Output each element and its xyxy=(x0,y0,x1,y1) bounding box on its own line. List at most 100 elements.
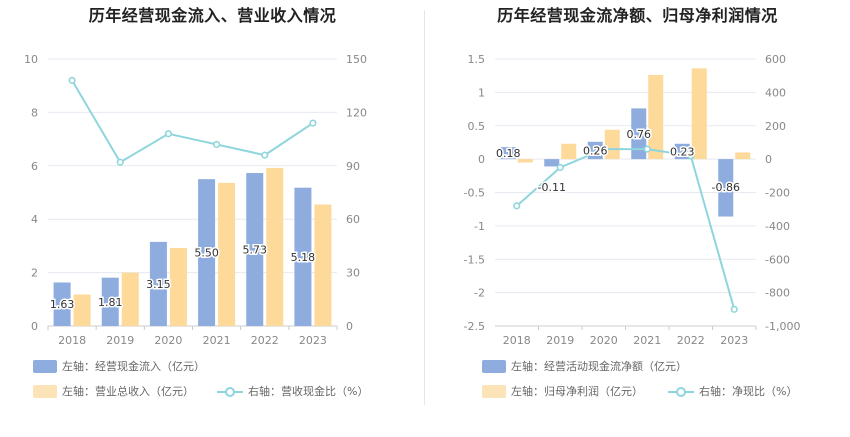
data-label-halo: -0.11 xyxy=(538,181,566,194)
legend-swatch-blue xyxy=(33,359,57,373)
panel-divider xyxy=(424,10,425,405)
x-tick-label: 2021 xyxy=(633,334,661,347)
line-point xyxy=(309,119,317,127)
legend-line-icon xyxy=(668,385,694,398)
legend-item-cash-inflow[interactable]: 左轴：经营现金流入（亿元） xyxy=(33,358,205,374)
data-label-halo: 5.50 xyxy=(194,247,219,260)
data-label-halo: 5.18 xyxy=(291,251,316,264)
legend-item-net-profit[interactable]: 左轴：归母净利润（亿元） xyxy=(482,383,643,399)
legend-item-net-cashflow[interactable]: 左轴：经营活动现金流净额（亿元） xyxy=(482,358,687,374)
data-label: 0.76 xyxy=(627,128,652,141)
y-right-tick-label: 30 xyxy=(346,267,360,280)
y-left-tick-label: 2 xyxy=(31,267,38,280)
data-label: 1.81 xyxy=(98,296,123,309)
cash-inflow-revenue-chart: 0 2 4 6 8 10 0 30 60 90 120 150 2018 2019 2020 2021 2022… xyxy=(24,53,367,347)
x-tick-label: 2019 xyxy=(546,334,574,347)
x-tick-label: 2022 xyxy=(251,334,279,347)
data-label: 3.15 xyxy=(146,278,171,291)
y-right-tick-label: 0 xyxy=(765,153,772,166)
y-left-tick-label: 1.5 xyxy=(468,53,486,66)
chart-title: 历年经营现金流净额、归母净利润情况 xyxy=(497,6,778,25)
bar-series-1 xyxy=(149,241,167,326)
bar-series-2 xyxy=(735,152,751,160)
data-label: 0.26 xyxy=(583,144,608,157)
bar-series-1 xyxy=(544,159,560,167)
line-point xyxy=(513,202,521,210)
line-point xyxy=(600,145,608,153)
data-label-halo: 1.81 xyxy=(98,296,123,309)
line-point xyxy=(68,76,76,84)
legend-item-net-cash-ratio[interactable]: 右轴：净现比（%） xyxy=(668,383,797,399)
bar-series-1 xyxy=(500,147,516,160)
data-label: 5.18 xyxy=(291,251,316,264)
bar-series-2 xyxy=(169,248,187,326)
net-cashflow-profit-chart: -2.5 -2 -1.5 -1 -0.5 0 0.5 1 1.5 -1,000 -800 -600 -4… xyxy=(464,53,801,347)
legend-swatch-blue xyxy=(482,359,506,373)
legend-label: 左轴：经营活动现金流净额（亿元） xyxy=(511,360,687,373)
data-label: 0.23 xyxy=(670,145,695,158)
y-right-tick-label: -600 xyxy=(765,253,790,266)
y-right-tick-label: 150 xyxy=(346,53,367,66)
y-left-tick-label: 1 xyxy=(478,86,485,99)
y-left-tick-label: 6 xyxy=(31,160,38,173)
y-left-tick-label: 10 xyxy=(24,53,38,66)
y-left-tick-label: -1 xyxy=(474,220,485,233)
line-point xyxy=(687,152,695,160)
line-point xyxy=(164,130,173,138)
legend-line-icon xyxy=(217,385,243,398)
bar-series-2 xyxy=(121,272,139,326)
line-series xyxy=(516,148,736,310)
x-tick-label: 2019 xyxy=(106,334,134,347)
data-label: 5.73 xyxy=(243,244,268,257)
data-label-halo: 0.76 xyxy=(627,128,652,141)
data-label-halo: 0.23 xyxy=(670,145,695,158)
bar-series-1 xyxy=(53,282,71,326)
bar-series-2 xyxy=(604,129,620,160)
bar-series-2 xyxy=(691,68,707,160)
data-label-halo: 0.26 xyxy=(583,144,608,157)
data-label-halo: 1.63 xyxy=(50,298,75,311)
y-left-tick-label: 8 xyxy=(31,106,38,119)
line-point xyxy=(212,140,221,149)
x-tick-label: 2018 xyxy=(58,334,86,347)
y-left-tick-label: 4 xyxy=(31,213,38,226)
line-point xyxy=(261,151,269,159)
line-point xyxy=(556,163,564,172)
line-point xyxy=(116,158,124,166)
bar-series-2 xyxy=(517,159,533,163)
legend-label: 左轴：营业总收入（亿元） xyxy=(62,385,194,398)
bar-series-1 xyxy=(198,179,216,326)
y-right-tick-label: 120 xyxy=(346,106,367,119)
line-point xyxy=(643,145,651,153)
legend-label: 左轴：归母净利润（亿元） xyxy=(511,385,643,398)
legend-item-revenue[interactable]: 左轴：营业总收入（亿元） xyxy=(33,383,194,399)
bar-series-1 xyxy=(101,277,119,326)
y-right-tick-label: -400 xyxy=(765,220,790,233)
bar-series-2 xyxy=(266,167,284,326)
bar-series-1 xyxy=(718,159,734,217)
legend-label: 右轴：净现比（%） xyxy=(699,385,798,398)
y-right-tick-label: 0 xyxy=(346,320,353,333)
net-cashflow-profit-panel: 历年经营现金流净额、归母净利润情况 -2.5 -2 -1.5 -1 -0.5 0 0.5 1 1… xyxy=(425,0,850,437)
y-right-tick-label: 400 xyxy=(765,86,786,99)
cash-inflow-revenue-panel: 历年经营现金流入、营业收入情况 0 2 4 6 8 10 0 30 60 90 120 150 2018… xyxy=(24,6,368,399)
bar-series-2 xyxy=(73,294,91,326)
x-tick-label: 2022 xyxy=(677,334,705,347)
y-right-tick-label: -200 xyxy=(765,187,790,200)
legend-item-cash-ratio[interactable]: 右轴：营收现金比（%） xyxy=(217,383,368,399)
y-right-tick-label: 600 xyxy=(765,53,786,66)
legend-label: 右轴：营收现金比（%） xyxy=(248,385,369,398)
line-series xyxy=(71,79,314,164)
data-label: 1.63 xyxy=(50,298,75,311)
y-right-tick-label: 60 xyxy=(346,213,360,226)
y-left-tick-label: -2 xyxy=(474,287,485,300)
data-label: -0.86 xyxy=(712,181,740,194)
chart-legend: 左轴：经营现金流入（亿元） 左轴：营业总收入（亿元） 右轴：营收现金比（%） xyxy=(33,358,368,399)
y-right-tick-label: -800 xyxy=(765,287,790,300)
chart-title: 历年经营现金流入、营业收入情况 xyxy=(88,6,337,25)
y-right-tick-label: -1,000 xyxy=(765,320,800,333)
data-label-halo: 0.18 xyxy=(496,147,521,160)
x-tick-label: 2018 xyxy=(503,334,531,347)
line-point xyxy=(730,305,738,313)
